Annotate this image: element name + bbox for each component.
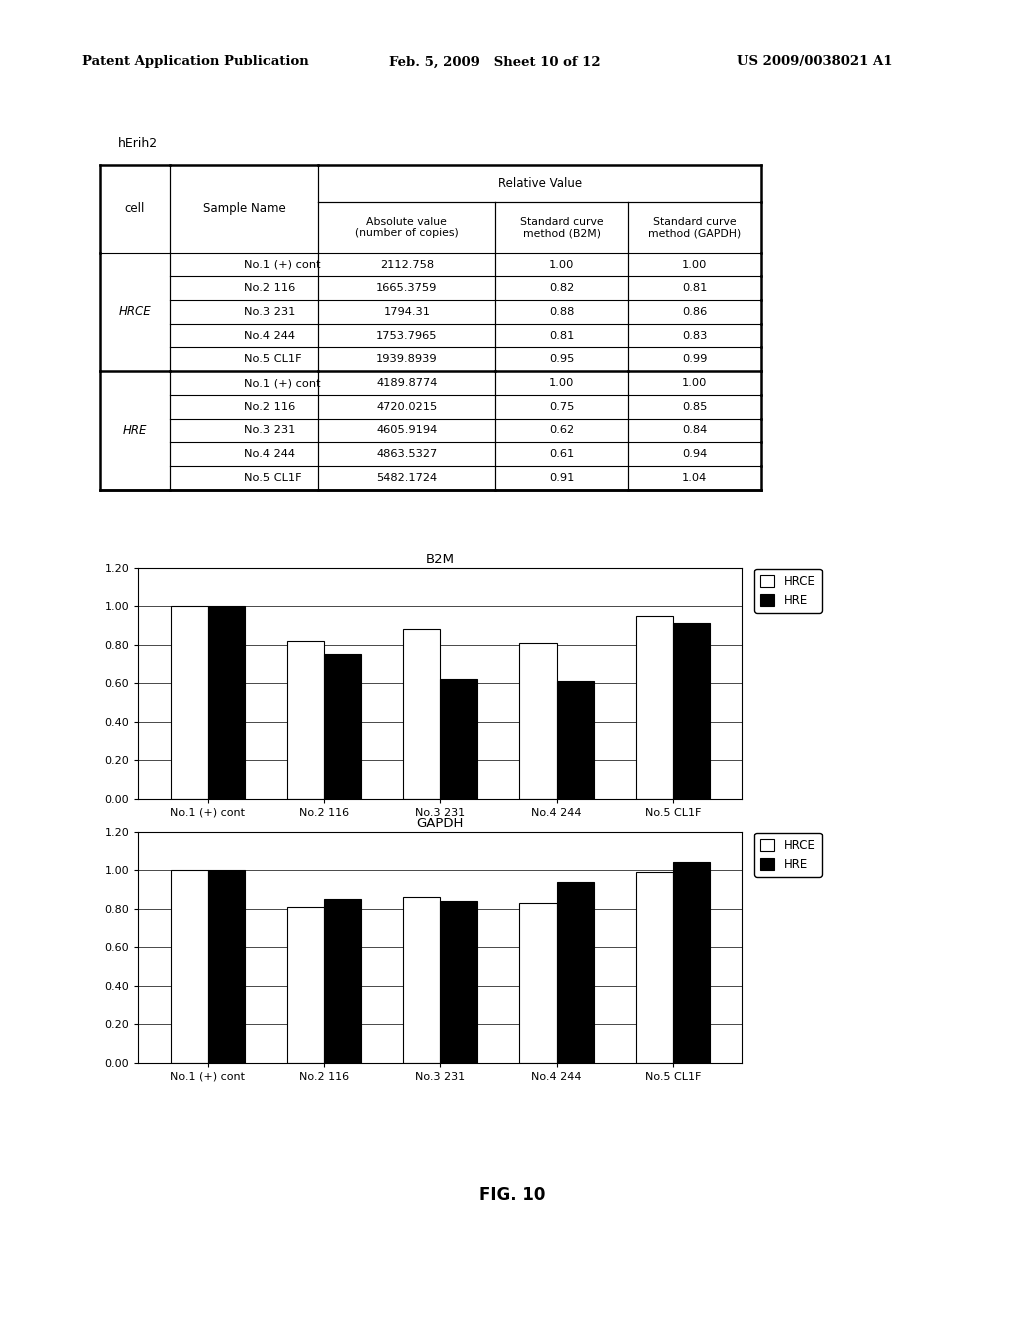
- Bar: [325, 655, 361, 799]
- Text: 1794.31: 1794.31: [383, 308, 430, 317]
- Text: 5482.1724: 5482.1724: [376, 473, 437, 483]
- Text: 4605.9194: 4605.9194: [376, 425, 437, 436]
- Legend: HRCE, HRE: HRCE, HRE: [755, 569, 821, 612]
- Text: Feb. 5, 2009   Sheet 10 of 12: Feb. 5, 2009 Sheet 10 of 12: [389, 55, 601, 69]
- Text: No.4 244: No.4 244: [244, 449, 295, 459]
- Text: 0.85: 0.85: [682, 401, 708, 412]
- Text: 0.91: 0.91: [549, 473, 574, 483]
- Bar: [636, 873, 673, 1063]
- Text: FIG. 10: FIG. 10: [479, 1185, 545, 1204]
- Text: 0.81: 0.81: [549, 330, 574, 341]
- Bar: [208, 870, 245, 1063]
- Text: 0.61: 0.61: [549, 449, 574, 459]
- Text: 1753.7965: 1753.7965: [376, 330, 437, 341]
- Text: Patent Application Publication: Patent Application Publication: [82, 55, 308, 69]
- Bar: [287, 640, 325, 799]
- Bar: [171, 606, 208, 799]
- Bar: [673, 862, 710, 1063]
- Bar: [403, 898, 440, 1063]
- Text: No.2 116: No.2 116: [244, 401, 295, 412]
- Text: 0.81: 0.81: [682, 284, 708, 293]
- Text: 1939.8939: 1939.8939: [376, 354, 437, 364]
- Title: GAPDH: GAPDH: [417, 817, 464, 830]
- Bar: [208, 606, 245, 799]
- Bar: [171, 870, 208, 1063]
- Text: 0.82: 0.82: [549, 284, 574, 293]
- Text: 0.94: 0.94: [682, 449, 708, 459]
- Text: Relative Value: Relative Value: [498, 177, 582, 190]
- Bar: [519, 903, 556, 1063]
- Text: HRCE: HRCE: [119, 305, 152, 318]
- Text: 4189.8774: 4189.8774: [376, 378, 437, 388]
- Bar: [440, 900, 477, 1063]
- Text: Absolute value
(number of copies): Absolute value (number of copies): [355, 216, 459, 239]
- Text: 2112.758: 2112.758: [380, 260, 434, 269]
- Bar: [519, 643, 556, 799]
- Text: No.3 231: No.3 231: [244, 425, 295, 436]
- Text: 1.04: 1.04: [682, 473, 708, 483]
- Bar: [673, 623, 710, 799]
- Bar: [287, 907, 325, 1063]
- Text: 0.86: 0.86: [682, 308, 708, 317]
- Text: No.2 116: No.2 116: [244, 284, 295, 293]
- Bar: [440, 680, 477, 799]
- Text: 0.75: 0.75: [549, 401, 574, 412]
- Text: 1.00: 1.00: [549, 260, 574, 269]
- Text: HRE: HRE: [123, 424, 147, 437]
- Text: 0.88: 0.88: [549, 308, 574, 317]
- Text: 1.00: 1.00: [549, 378, 574, 388]
- Text: 4720.0215: 4720.0215: [376, 401, 437, 412]
- Text: No.1 (+) cont: No.1 (+) cont: [244, 260, 321, 269]
- Text: Sample Name: Sample Name: [203, 202, 286, 215]
- Text: No.4 244: No.4 244: [244, 330, 295, 341]
- Legend: HRCE, HRE: HRCE, HRE: [755, 833, 821, 876]
- Text: No.5 CL1F: No.5 CL1F: [244, 354, 302, 364]
- Text: Standard curve
method (GAPDH): Standard curve method (GAPDH): [648, 216, 741, 239]
- Text: 1.00: 1.00: [682, 260, 708, 269]
- Text: Standard curve
method (B2M): Standard curve method (B2M): [520, 216, 603, 239]
- Text: 4863.5327: 4863.5327: [376, 449, 437, 459]
- Text: 0.62: 0.62: [549, 425, 574, 436]
- Text: hErih2: hErih2: [118, 137, 158, 150]
- Text: No.1 (+) cont: No.1 (+) cont: [244, 378, 321, 388]
- Text: 0.99: 0.99: [682, 354, 708, 364]
- Text: 0.83: 0.83: [682, 330, 708, 341]
- Text: cell: cell: [125, 202, 145, 215]
- Bar: [325, 899, 361, 1063]
- Bar: [636, 615, 673, 799]
- Bar: [556, 681, 594, 799]
- Text: 0.95: 0.95: [549, 354, 574, 364]
- Text: No.3 231: No.3 231: [244, 308, 295, 317]
- Text: No.5 CL1F: No.5 CL1F: [244, 473, 302, 483]
- Title: B2M: B2M: [426, 553, 455, 566]
- Text: US 2009/0038021 A1: US 2009/0038021 A1: [737, 55, 893, 69]
- Bar: [556, 882, 594, 1063]
- Text: 0.84: 0.84: [682, 425, 708, 436]
- Text: 1.00: 1.00: [682, 378, 708, 388]
- Bar: [403, 630, 440, 799]
- Text: 1665.3759: 1665.3759: [376, 284, 437, 293]
